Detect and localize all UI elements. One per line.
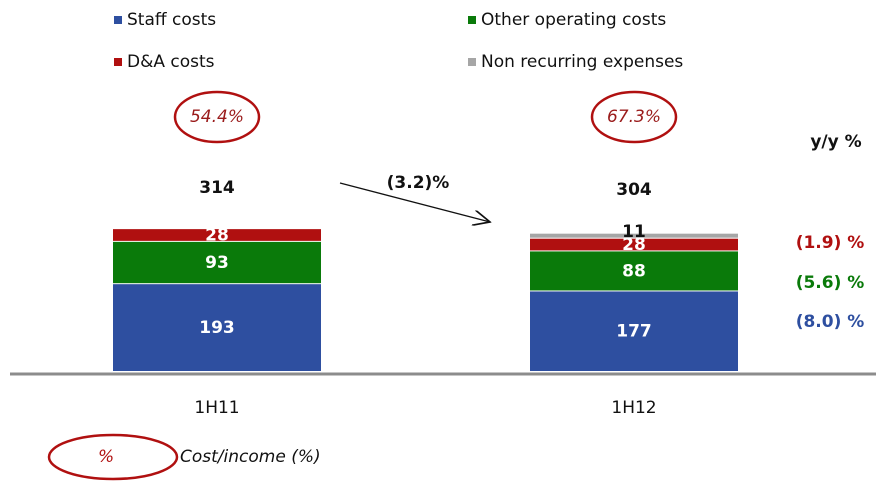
legend-swatch: [114, 58, 122, 66]
legend-label: D&A costs: [127, 52, 215, 72]
bar-value-label: 28: [205, 226, 229, 246]
legend-swatch: [468, 58, 476, 66]
legend-swatch: [114, 16, 122, 24]
bar-value-label: 11: [622, 222, 646, 242]
bar-segment: [530, 233, 738, 238]
bar-value-label: 193: [199, 318, 235, 338]
x-tick-label: 1H12: [611, 398, 656, 418]
bar-segment: [113, 241, 321, 284]
change-label: (3.2)%: [387, 173, 450, 193]
legend-label: Non recurring expenses: [481, 52, 683, 72]
ratio-label: 54.4%: [190, 107, 244, 127]
ratio-label: 67.3%: [607, 107, 661, 127]
bar-segment: [530, 291, 738, 371]
bar-segment: [530, 251, 738, 291]
footnote-symbol: %: [98, 447, 114, 467]
bar-value-label: 177: [616, 322, 652, 342]
yoy-label: (1.9) %: [796, 233, 865, 253]
yoy-title: y/y %: [810, 132, 861, 152]
ratio-ellipse: [173, 90, 261, 144]
footnote-text: Cost/income (%): [180, 447, 321, 467]
legend-label: Staff costs: [127, 10, 216, 30]
x-tick-label: 1H11: [194, 398, 239, 418]
total-label: 304: [616, 180, 652, 200]
bar-segment: [530, 238, 738, 251]
bar-segment: [113, 284, 321, 371]
footnote-ellipse: [47, 433, 179, 481]
legend-label: Other operating costs: [481, 10, 666, 30]
bar-value-label: 28: [622, 235, 646, 255]
change-arrow: [339, 182, 490, 222]
bar-segment: [113, 229, 321, 241]
total-label: 314: [199, 178, 235, 198]
bar-value-label: 88: [622, 261, 646, 281]
ratio-ellipse: [590, 90, 678, 144]
yoy-label: (8.0) %: [796, 312, 865, 332]
legend-swatch: [468, 16, 476, 24]
yoy-label: (5.6) %: [796, 273, 865, 293]
bar-value-label: 93: [205, 253, 229, 273]
